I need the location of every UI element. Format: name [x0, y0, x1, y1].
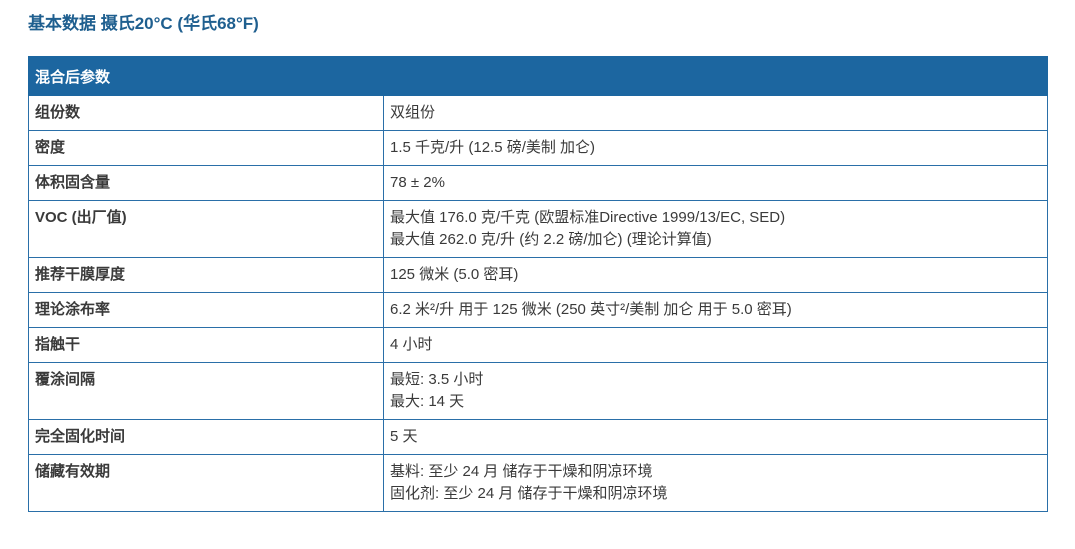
value-line: 5 天	[390, 428, 418, 445]
value-line: 6.2 米²/升 用于 125 微米 (250 英寸²/美制 加仑 用于 5.0…	[390, 301, 792, 318]
value-line: 最大值 262.0 克/升 (约 2.2 磅/加仑) (理论计算值)	[390, 231, 712, 248]
row-value: 最短: 3.5 小时 最大: 14 天	[383, 362, 1048, 420]
table-row: 理论涂布率 6.2 米²/升 用于 125 微米 (250 英寸²/美制 加仑 用…	[28, 292, 1048, 328]
row-label: 体积固含量	[28, 165, 384, 201]
properties-table: 混合后参数 组份数 双组份 密度 1.5 千克/升 (12.5 磅/美制 加仑) 体积固…	[28, 56, 1048, 512]
table-row: 储藏有效期 基料: 至少 24 月 储存于干燥和阴凉环境 固化剂: 至少 24 月 …	[28, 454, 1048, 512]
value-line: 最大: 14 天	[390, 393, 465, 410]
row-label: 推荐干膜厚度	[28, 257, 384, 293]
row-label: 完全固化时间	[28, 419, 384, 455]
row-label: 指触干	[28, 327, 384, 363]
row-value: 6.2 米²/升 用于 125 微米 (250 英寸²/美制 加仑 用于 5.0…	[383, 292, 1048, 328]
table-row: 体积固含量 78 ± 2%	[28, 165, 1048, 201]
value-line: 双组份	[390, 104, 436, 121]
row-label: 覆涂间隔	[28, 362, 384, 420]
page-title: 基本数据 摄氏20°C (华氏68°F)	[28, 14, 259, 33]
table-row: 指触干 4 小时	[28, 327, 1048, 363]
row-value: 125 微米 (5.0 密耳)	[383, 257, 1048, 293]
table-row: VOC (出厂值) 最大值 176.0 克/千克 (欧盟标准Directive 1…	[28, 200, 1048, 258]
table-row: 覆涂间隔 最短: 3.5 小时 最大: 14 天	[28, 362, 1048, 420]
table-row: 完全固化时间 5 天	[28, 419, 1048, 455]
value-line: 固化剂: 至少 24 月 储存于干燥和阴凉环境	[390, 485, 668, 502]
row-value: 5 天	[383, 419, 1048, 455]
value-line: 1.5 千克/升 (12.5 磅/美制 加仑)	[390, 139, 596, 156]
table-header: 混合后参数	[28, 56, 1048, 96]
table-row: 组份数 双组份	[28, 95, 1048, 131]
value-line: 最大值 176.0 克/千克 (欧盟标准Directive 1999/13/EC…	[390, 209, 786, 226]
row-value: 78 ± 2%	[383, 165, 1048, 201]
row-value: 基料: 至少 24 月 储存于干燥和阴凉环境 固化剂: 至少 24 月 储存于干燥…	[383, 454, 1048, 512]
row-label: 储藏有效期	[28, 454, 384, 512]
row-value: 1.5 千克/升 (12.5 磅/美制 加仑)	[383, 130, 1048, 166]
table-row: 推荐干膜厚度 125 微米 (5.0 密耳)	[28, 257, 1048, 293]
row-label: 组份数	[28, 95, 384, 131]
value-line: 125 微米 (5.0 密耳)	[390, 266, 519, 283]
table-row: 密度 1.5 千克/升 (12.5 磅/美制 加仑)	[28, 130, 1048, 166]
value-line: 最短: 3.5 小时	[390, 371, 484, 388]
row-label: 密度	[28, 130, 384, 166]
row-label: VOC (出厂值)	[28, 200, 384, 258]
value-line: 78 ± 2%	[390, 174, 445, 191]
value-line: 4 小时	[390, 336, 433, 353]
row-value: 双组份	[383, 95, 1048, 131]
value-line: 基料: 至少 24 月 储存于干燥和阴凉环境	[390, 463, 653, 480]
row-label: 理论涂布率	[28, 292, 384, 328]
row-value: 最大值 176.0 克/千克 (欧盟标准Directive 1999/13/EC…	[383, 200, 1048, 258]
row-value: 4 小时	[383, 327, 1048, 363]
